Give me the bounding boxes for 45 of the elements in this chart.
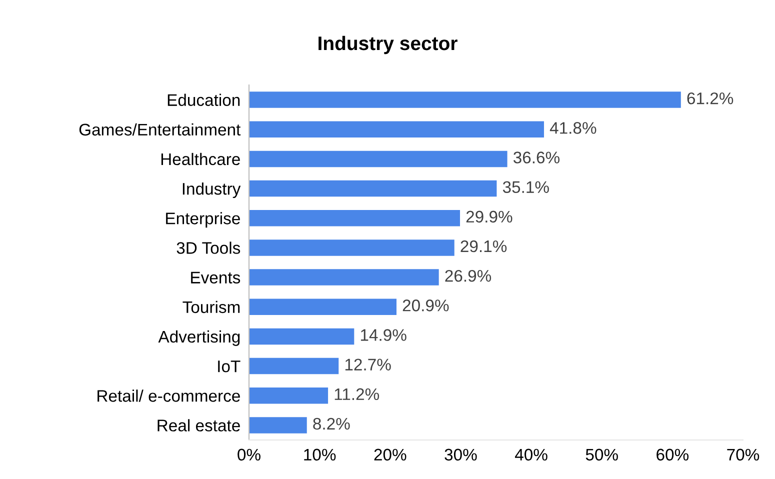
- x-tick-label: 70%: [727, 448, 760, 461]
- data-label: 11.2%: [334, 388, 380, 400]
- bar: [249, 180, 497, 197]
- bar: [249, 358, 339, 374]
- y-tick-label: Advertising: [158, 330, 240, 346]
- data-label: 35.1%: [502, 181, 549, 194]
- y-tick-label: IoT: [218, 360, 240, 372]
- bar: [249, 269, 439, 286]
- data-label: 26.9%: [445, 270, 492, 282]
- bar: [249, 328, 354, 345]
- data-label: 14.9%: [360, 329, 406, 341]
- y-tick-label: Events: [191, 272, 240, 284]
- y-tick-label: Tourism: [182, 300, 240, 314]
- x-tick-label: 10%: [304, 448, 336, 461]
- chart-title: Industry sector: [318, 36, 458, 54]
- bar: [249, 417, 307, 434]
- data-label: 12.7%: [345, 358, 391, 370]
- bar: [249, 210, 460, 226]
- y-tick-label: Education: [168, 94, 240, 106]
- data-label: 61.2%: [687, 92, 734, 104]
- x-tick-label: 20%: [374, 448, 406, 461]
- y-tick-label: 3D Tools: [176, 242, 240, 254]
- x-tick-label: 50%: [586, 448, 618, 461]
- x-tick-label: 60%: [656, 448, 689, 461]
- x-tick-label: 30%: [444, 448, 477, 461]
- data-label: 29.1%: [460, 240, 507, 252]
- y-tick-label: Enterprise: [166, 212, 240, 228]
- y-tick-label: Healthcare: [161, 152, 240, 166]
- data-label: 20.9%: [402, 300, 449, 312]
- y-tick-label: Industry: [182, 182, 241, 198]
- bar: [249, 387, 328, 404]
- bar: [249, 121, 544, 138]
- y-tick-label: Games/Entertainment: [79, 123, 241, 136]
- data-label: 8.2%: [313, 418, 350, 430]
- data-label: 41.8%: [550, 122, 596, 134]
- data-label: 29.9%: [466, 210, 512, 223]
- y-tick-label: Real estate: [158, 419, 240, 432]
- bar: [249, 150, 508, 168]
- bar: [249, 240, 454, 256]
- data-label: 36.6%: [513, 152, 560, 164]
- x-tick-label: 40%: [514, 448, 548, 461]
- y-tick-label: Retail/ e-commerce: [98, 390, 240, 402]
- bar: [249, 298, 396, 316]
- x-tick-label: 0%: [238, 448, 260, 461]
- bar: [249, 92, 681, 108]
